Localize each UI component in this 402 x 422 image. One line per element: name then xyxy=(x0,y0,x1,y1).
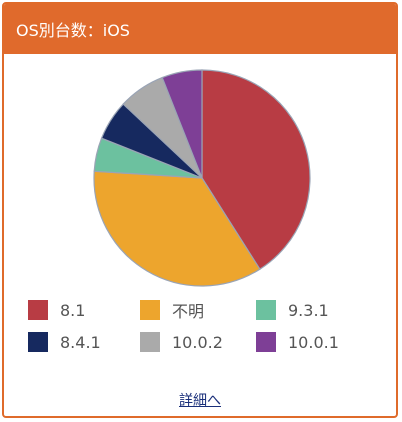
legend-swatch xyxy=(28,300,48,320)
legend-swatch xyxy=(256,300,276,320)
pie-chart xyxy=(4,60,396,296)
legend-swatch xyxy=(140,332,160,352)
card-title: OS別台数：iOS xyxy=(16,21,130,40)
legend-swatch xyxy=(256,332,276,352)
pie-slice-10.0.1[interactable] xyxy=(161,69,203,179)
legend-item-9.3.1[interactable]: 9.3.1 xyxy=(256,299,329,321)
pie-chart-svg xyxy=(93,69,311,287)
legend-item-10.0.1[interactable]: 10.0.1 xyxy=(256,331,339,353)
legend-item-不明[interactable]: 不明 xyxy=(140,299,204,321)
legend-label: 8.4.1 xyxy=(60,332,101,352)
legend-item-8.1[interactable]: 8.1 xyxy=(28,299,85,321)
pie-slice-不明[interactable] xyxy=(93,170,261,287)
legend-label: 9.3.1 xyxy=(288,300,329,320)
legend-label: 10.0.1 xyxy=(288,332,339,352)
legend-item-8.4.1[interactable]: 8.4.1 xyxy=(28,331,101,353)
legend-swatch xyxy=(28,332,48,352)
legend-label: 不明 xyxy=(172,302,205,321)
card-header: OS別台数：iOS xyxy=(4,4,396,54)
pie-slice-8.1[interactable] xyxy=(201,69,311,271)
legend-swatch xyxy=(140,300,160,320)
legend-item-10.0.2[interactable]: 10.0.2 xyxy=(140,331,223,353)
legend-label: 10.0.2 xyxy=(172,332,223,352)
legend-label: 8.1 xyxy=(60,300,86,320)
os-chart-card: OS別台数：iOS 8.1 不明 9.3.1 8.4.1 10.0.2 10.0.1 詳細… xyxy=(2,2,398,418)
detail-link[interactable]: 詳細へ xyxy=(179,393,221,409)
